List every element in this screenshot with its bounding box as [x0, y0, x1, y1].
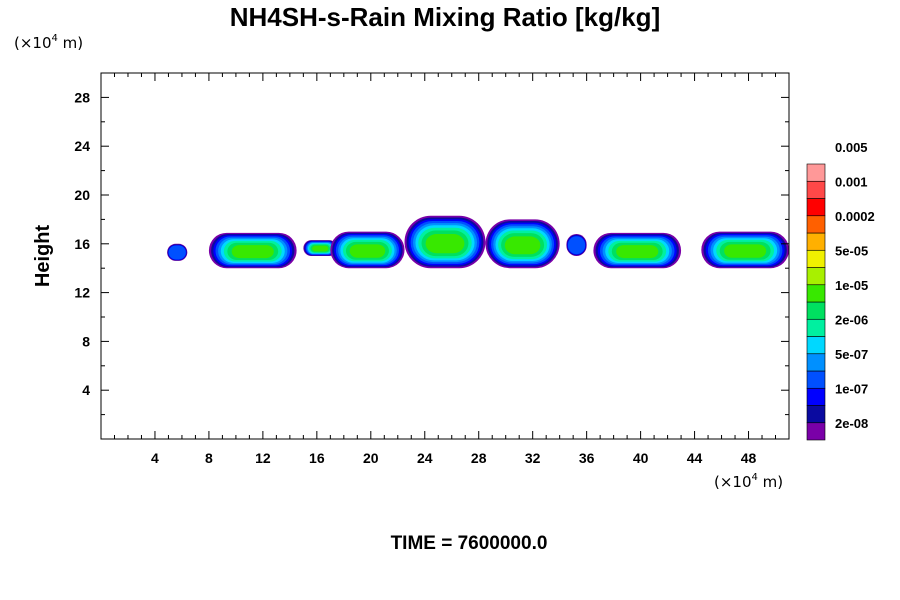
colorbar-label: 5e-07	[835, 347, 868, 362]
x-tick-label: 4	[151, 450, 159, 466]
contour-band	[231, 245, 274, 259]
colorbar-label: 2e-06	[835, 312, 868, 327]
colorbar-swatch	[806, 336, 826, 355]
contour-band	[168, 245, 186, 260]
rain-cell-7	[566, 234, 587, 256]
x-tick-label: 24	[417, 450, 433, 466]
contour-band	[312, 245, 329, 252]
x-tick-label: 28	[471, 450, 487, 466]
chart-title: NH4SH-s-Rain Mixing Ratio [kg/kg]	[230, 2, 660, 32]
colorbar-label: 1e-05	[835, 278, 868, 293]
x-tick-label: 36	[579, 450, 595, 466]
colorbar-swatch	[806, 353, 826, 372]
x-tick-label: 12	[255, 450, 271, 466]
y-tick-label: 12	[74, 285, 90, 301]
colorbar-swatch	[806, 318, 826, 337]
x-tick-label: 44	[687, 450, 703, 466]
plot-frame	[100, 72, 790, 440]
y-tick-label: 4	[82, 382, 90, 398]
y-tick-label: 28	[74, 89, 90, 105]
y-unit-label: (×104 m)	[14, 33, 83, 52]
colorbar-swatch	[806, 232, 826, 251]
colorbar-swatch	[806, 387, 826, 406]
y-tick-label: 16	[74, 236, 90, 252]
colorbar-swatch	[806, 370, 826, 389]
contour-band	[616, 245, 659, 259]
colorbar-swatch	[806, 267, 826, 286]
colorbar-label: 0.0002	[835, 209, 875, 224]
contour-band	[425, 234, 465, 254]
colorbar-swatch	[806, 198, 826, 217]
y-axis: 4 8 12 16 20 24 28	[74, 89, 789, 416]
x-axis: 4 8 12 16 20 24 28 32 36 40 44 48	[113, 73, 777, 466]
x-tick-label: 8	[205, 450, 213, 466]
colorbar-label: 2e-08	[835, 416, 868, 431]
colorbar-swatch	[806, 405, 826, 424]
contour-band	[724, 244, 767, 258]
y-tick-label: 24	[74, 138, 90, 154]
time-label: TIME = 7600000.0	[391, 533, 548, 554]
rain-cell-3	[303, 240, 338, 256]
contour-band	[349, 244, 386, 258]
colorbar-label: 1e-07	[835, 381, 868, 396]
colorbar-label: 0.001	[835, 174, 868, 189]
colorbar-swatch	[806, 301, 826, 320]
colorbar-swatch	[806, 180, 826, 199]
rain-cell-5	[404, 215, 486, 269]
rain-cell-9	[701, 231, 789, 269]
colorbar: 2e-08 1e-07 5e-07 2e-06 1e-05 5e-05 0.0002 0.00…	[806, 140, 875, 441]
y-axis-label: Height	[32, 225, 54, 288]
x-tick-label: 48	[741, 450, 757, 466]
x-tick-label: 40	[633, 450, 649, 466]
colorbar-label: 5e-05	[835, 243, 868, 258]
colorbar-swatch	[806, 163, 826, 182]
rain-cell-4	[330, 231, 405, 269]
contour-band	[504, 236, 541, 255]
x-tick-label: 20	[363, 450, 379, 466]
x-tick-label: 16	[309, 450, 325, 466]
rain-cell-1	[167, 243, 188, 261]
rain-cell-8	[593, 232, 682, 269]
x-unit-label: (×104 m)	[714, 472, 783, 491]
x-tick-label: 32	[525, 450, 541, 466]
y-tick-label: 8	[82, 333, 90, 349]
contour-band	[567, 236, 586, 255]
svg-text:(×104 m): (×104 m)	[714, 472, 783, 491]
colorbar-label: 0.005	[835, 140, 868, 155]
colorbar-swatch	[806, 215, 826, 234]
colorbar-swatch	[806, 284, 826, 303]
colorbar-swatch	[806, 249, 826, 268]
rain-cell-6	[485, 219, 560, 269]
y-tick-label: 20	[74, 187, 90, 203]
contour-field	[167, 215, 789, 269]
rain-cell-2	[208, 232, 297, 269]
svg-text:(×104 m): (×104 m)	[14, 33, 83, 52]
colorbar-swatch	[806, 422, 826, 441]
